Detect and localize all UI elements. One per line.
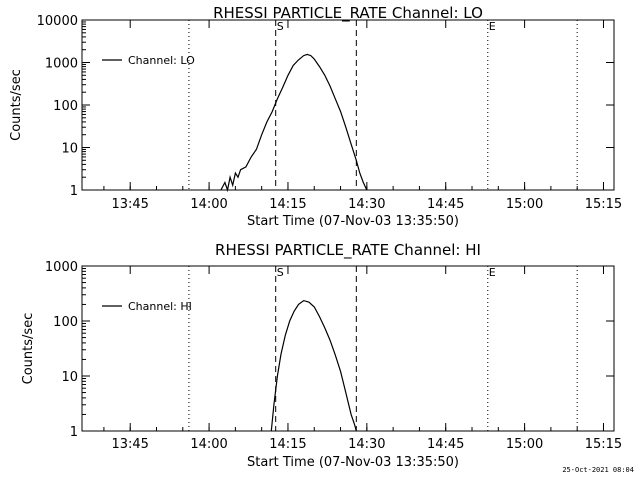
- panel2-chart-title: RHESSI PARTICLE_RATE Channel: HI: [215, 241, 481, 260]
- panel1-x-tick-label: 15:00: [506, 197, 543, 212]
- panel1-y-tick-label: 10: [61, 142, 78, 157]
- panel2-x-tick-label: 15:00: [506, 437, 543, 452]
- panel2-series-line: [270, 299, 357, 432]
- panel1-marker-label: E: [489, 20, 496, 33]
- panel1-y-tick-label: 1000: [45, 57, 78, 72]
- panel2-x-tick-label: 14:00: [190, 437, 227, 452]
- footer-timestamp: 25-Oct-2021 08:04: [562, 466, 634, 474]
- panel1-plot-frame: [81, 19, 615, 191]
- panel2-marker-label: S: [277, 266, 284, 279]
- panel2-y-tick-label: 10: [61, 370, 78, 385]
- panel1-legend-label: Channel: LO: [128, 54, 195, 67]
- panel2-x-tick-label: 13:45: [111, 437, 148, 452]
- panel2-y-tick-label: 100: [53, 315, 78, 330]
- panel1-x-tick-label: 15:15: [585, 197, 622, 212]
- panel2-x-tick-label: 14:45: [427, 437, 464, 452]
- panel1-x-tick-label: 14:00: [190, 197, 227, 212]
- panel1-x-tick-label: 14:15: [269, 197, 306, 212]
- panel1-y-tick-label: 100: [53, 99, 78, 114]
- panel2-x-tick-label: 14:30: [348, 437, 385, 452]
- panel1-x-tick-label: 14:30: [348, 197, 385, 212]
- panel2-y-tick-label: 1: [70, 425, 78, 440]
- panel1-y-tick-label: 1: [70, 184, 78, 199]
- panel2-legend-label: Channel: HI: [128, 300, 192, 313]
- panel1-x-axis-label: Start Time (07-Nov-03 13:35:50): [247, 214, 459, 229]
- panel2-x-axis-label: Start Time (07-Nov-03 13:35:50): [247, 455, 459, 470]
- panel1-x-tick-label: 14:45: [427, 197, 464, 212]
- panel1-series-line: [220, 53, 368, 193]
- panel2-y-tick-label: 1000: [45, 260, 78, 275]
- panel2-x-tick-label: 14:15: [269, 437, 306, 452]
- panel1-y-tick-label: 10000: [37, 14, 78, 29]
- panel2-marker-label: E: [489, 266, 496, 279]
- panel1-x-tick-label: 13:45: [111, 197, 148, 212]
- panel1-chart-title: RHESSI PARTICLE_RATE Channel: LO: [213, 4, 483, 23]
- panel1-marker-label: S: [277, 20, 284, 33]
- panel2-y-axis-label: Counts/sec: [21, 313, 36, 385]
- panel2-x-tick-label: 15:15: [585, 437, 622, 452]
- panel1-y-axis-label: Counts/sec: [9, 69, 24, 141]
- panel2-plot-frame: [81, 265, 615, 432]
